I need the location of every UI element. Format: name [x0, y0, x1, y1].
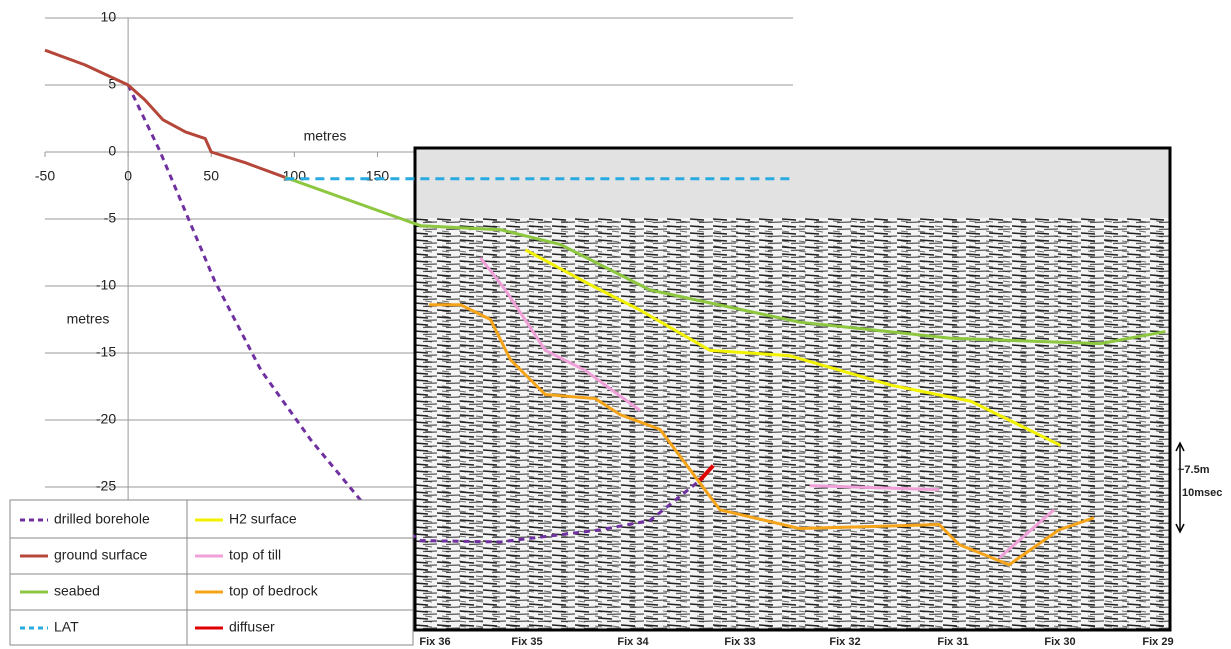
y-tick-label: -15: [96, 344, 116, 360]
legend: drilled borehole ground surface seabed LAT H…: [10, 500, 413, 645]
y-tick-label: 0: [108, 143, 116, 159]
scale-label: ~7.5m: [1178, 464, 1210, 476]
x-tick-label: 50: [203, 168, 219, 184]
x-tick-label: 150: [366, 168, 390, 184]
legend-label: ground surface: [54, 547, 148, 563]
chart: 1050-5-10-15-20-25-500501001502002503003…: [0, 0, 1231, 649]
seismic-noise: [415, 218, 1170, 630]
x-tick-label: 0: [124, 168, 132, 184]
legend-label: H2 surface: [229, 511, 297, 527]
y-tick-label: -25: [96, 478, 116, 494]
y-axis-label: metres: [67, 311, 110, 327]
y-tick-label: 10: [101, 9, 117, 25]
legend-label: diffuser: [229, 619, 275, 635]
water-column: [415, 148, 1170, 218]
x-tick-label: -50: [35, 168, 55, 184]
legend-label: LAT: [54, 619, 79, 635]
fix-label: Fix 33: [724, 636, 755, 648]
fix-label: Fix 30: [1044, 636, 1075, 648]
legend-label: drilled borehole: [54, 511, 150, 527]
fix-label: Fix 35: [511, 636, 542, 648]
fix-label: Fix 36: [419, 636, 450, 648]
y-tick-label: -5: [104, 210, 117, 226]
fix-label: Fix 32: [829, 636, 860, 648]
fix-label: Fix 29: [1142, 636, 1173, 648]
y-tick-label: -20: [96, 411, 116, 427]
y-tick-label: -10: [96, 277, 116, 293]
series-line: [45, 50, 285, 177]
scale-label: 10msec: [1182, 487, 1222, 499]
legend-label: top of bedrock: [229, 583, 319, 599]
legend-label: top of till: [229, 547, 281, 563]
fix-label: Fix 34: [617, 636, 649, 648]
x-axis-label: metres: [304, 128, 347, 144]
legend-label: seabed: [54, 583, 100, 599]
fix-label: Fix 31: [937, 636, 968, 648]
seismic-image: ~7.5m 10msec: [415, 148, 1222, 630]
